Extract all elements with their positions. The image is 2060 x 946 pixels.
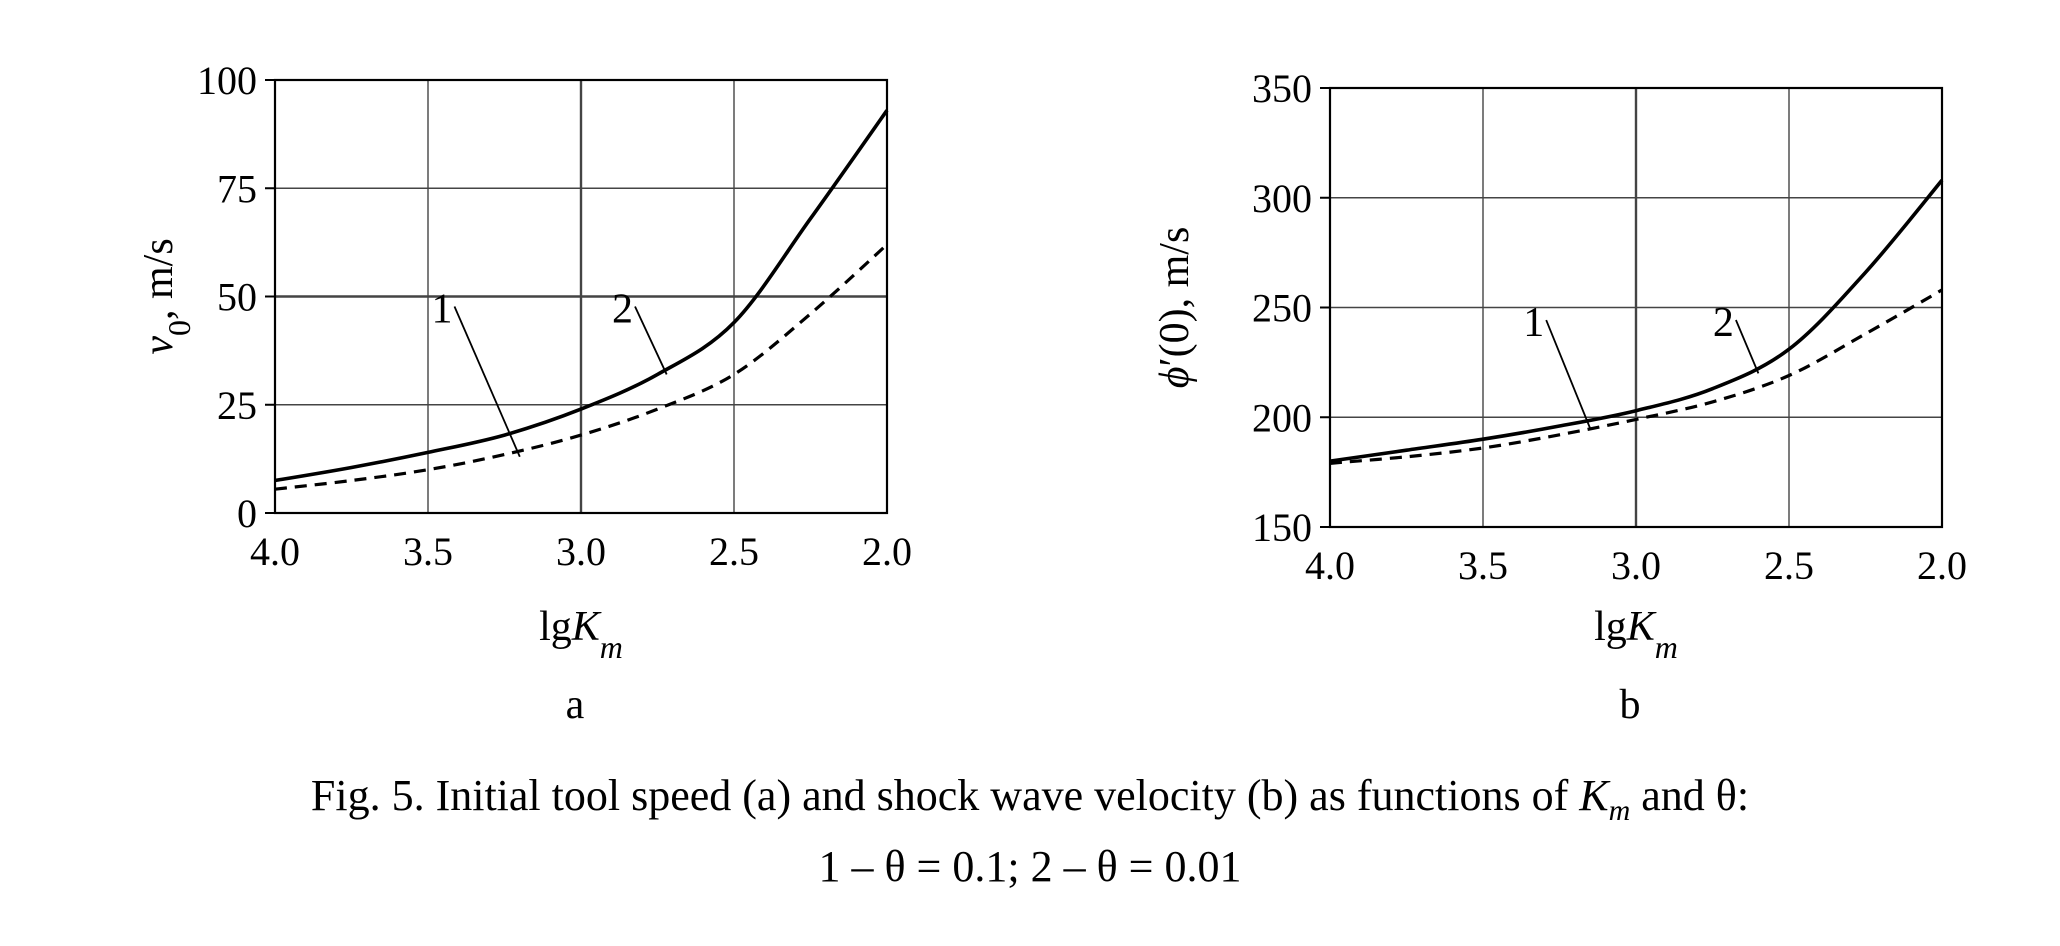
x-tick-label: 3.5: [1458, 543, 1508, 588]
y-tick-label: 350: [1252, 66, 1312, 111]
y-tick-text: 100: [197, 58, 257, 103]
caption-line-2: 1 – θ = 0.1; 2 – θ = 0.01: [818, 841, 1242, 891]
plot-frame: [1328, 86, 1944, 529]
leader-line-1: [453, 306, 521, 458]
x-tick-text: 3.5: [1458, 543, 1508, 588]
x-tick-text: 3.5: [403, 529, 453, 574]
curve-label-1: 1: [1523, 300, 1544, 346]
panel-label-text: b: [1620, 682, 1641, 728]
y-tick-label: 25: [217, 383, 257, 428]
y-tick-text: 50: [217, 275, 257, 320]
x-tick-label: 2.0: [1917, 543, 1967, 588]
x-axis-label-prefix: lg: [539, 604, 572, 650]
x-tick-label: 2.5: [1764, 543, 1814, 588]
series-line-2: [274, 109, 889, 483]
y-tick-label: 50: [217, 275, 257, 320]
y-tick-text: 150: [1252, 505, 1312, 550]
panel-label-text: a: [566, 682, 585, 728]
y-tick-label: 250: [1252, 286, 1312, 331]
series-line-1: [274, 243, 889, 491]
leader-line-2: [1735, 319, 1760, 374]
x-tick-label: 3.0: [556, 529, 606, 574]
series-line-2: [1329, 179, 1944, 463]
y-tick-text: 350: [1252, 66, 1312, 111]
y-axis-label: v0, m/s: [136, 238, 197, 354]
x-tick-label: 4.0: [1305, 543, 1355, 588]
caption-line-1-prefix: Fig. 5. Initial tool speed (a) and shock…: [310, 771, 1580, 820]
y-tick-text: 300: [1252, 176, 1312, 221]
x-axis-label-var: K: [571, 604, 602, 650]
caption-var: K: [1579, 771, 1609, 820]
caption-line-1: Fig. 5. Initial tool speed (a) and shock…: [0, 768, 2060, 839]
figure-caption: Fig. 5. Initial tool speed (a) and shock…: [0, 768, 2060, 895]
x-tick-label: 3.5: [403, 529, 453, 574]
curve-label-2: 2: [1713, 300, 1734, 346]
x-axis-label-sub: m: [600, 629, 623, 665]
curve-label-text: 2: [612, 286, 633, 332]
leader-line-1: [1545, 319, 1591, 429]
y-tick-label: 150: [1252, 505, 1312, 550]
leader-line-2: [634, 306, 668, 375]
panel-label-b: b: [1620, 682, 1641, 728]
caption-line-1-suffix: and θ:: [1630, 771, 1750, 820]
x-tick-label: 4.0: [250, 529, 300, 574]
x-axis-label-sub: m: [1655, 629, 1678, 665]
y-tick-label: 100: [197, 58, 257, 103]
curve-label-text: 1: [431, 286, 452, 332]
y-axis-label-var: ϕ: [1152, 367, 1198, 389]
x-tick-text: 3.0: [556, 529, 606, 574]
y-tick-label: 75: [217, 166, 257, 211]
x-tick-text: 2.0: [862, 529, 912, 574]
x-tick-text: 4.0: [1305, 543, 1355, 588]
y-tick-label: 300: [1252, 176, 1312, 221]
y-axis-label: ϕ′(0), m/s: [1152, 227, 1198, 389]
x-tick-text: 2.0: [1917, 543, 1967, 588]
x-tick-label: 2.0: [862, 529, 912, 574]
curve-label-2: 2: [612, 286, 633, 332]
y-tick-label: 0: [237, 491, 257, 536]
x-axis-label-prefix: lg: [1594, 604, 1627, 650]
x-tick-text: 2.5: [1764, 543, 1814, 588]
y-axis-label-var: v: [136, 336, 182, 355]
y-axis-label-rest: ′(0), m/s: [1152, 227, 1198, 367]
x-tick-label: 3.0: [1611, 543, 1661, 588]
caption-var-subscript: m: [1608, 793, 1631, 827]
curve-label-text: 1: [1523, 300, 1544, 346]
x-axis-label-var: K: [1626, 604, 1657, 650]
curve-label-text: 2: [1713, 300, 1734, 346]
curve-label-1: 1: [431, 286, 452, 332]
y-tick-text: 250: [1252, 286, 1312, 331]
x-tick-text: 3.0: [1611, 543, 1661, 588]
y-axis-label-unit: , m/s: [136, 238, 182, 320]
y-tick-text: 0: [237, 491, 257, 536]
y-tick-text: 75: [217, 166, 257, 211]
plot-frame: [273, 78, 889, 515]
x-tick-text: 4.0: [250, 529, 300, 574]
panel-label-a: a: [566, 682, 585, 728]
x-tick-text: 2.5: [709, 529, 759, 574]
y-tick-label: 200: [1252, 395, 1312, 440]
x-axis-label: lgKm: [1594, 604, 1678, 665]
y-tick-text: 25: [217, 383, 257, 428]
series-line-1: [1329, 288, 1943, 465]
y-axis-label-sub: 0: [161, 320, 197, 336]
x-axis-label: lgKm: [539, 604, 623, 665]
y-tick-text: 200: [1252, 395, 1312, 440]
chart-panel-b: 4.0 3.5 3.0 2.5 2.0 150 200 250 300 350 1 2 lgKm ϕ′(0…: [1152, 66, 1967, 728]
x-tick-label: 2.5: [709, 529, 759, 574]
